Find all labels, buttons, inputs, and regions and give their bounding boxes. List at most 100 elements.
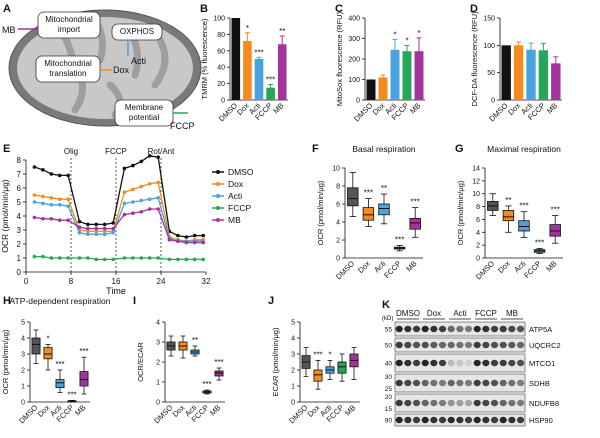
panel-title: Basal respiration	[352, 144, 416, 154]
data-point	[57, 197, 62, 201]
dox-label: Dox	[113, 65, 130, 75]
data-point	[57, 173, 62, 178]
band	[473, 359, 481, 367]
data-point	[41, 194, 45, 199]
band	[430, 325, 438, 333]
data-point	[122, 256, 127, 260]
data-point	[41, 254, 45, 259]
data-point	[156, 155, 160, 159]
data-point	[102, 229, 107, 234]
significance-stars: *	[46, 334, 49, 343]
bar-fccp	[266, 87, 275, 100]
y-tick-label: 4	[156, 320, 160, 327]
x-tick-label: MB	[271, 101, 285, 115]
y-tick-label: 2	[336, 238, 340, 245]
band	[508, 359, 516, 367]
x-tick-label: MB	[404, 259, 418, 273]
data-point	[86, 256, 90, 260]
x-tick-label: MB	[208, 403, 222, 417]
band	[508, 399, 516, 407]
significance-stars: *	[246, 24, 249, 33]
bar-mb	[414, 51, 424, 100]
legend-marker	[216, 218, 220, 222]
band	[456, 399, 464, 407]
bar-fccp	[402, 51, 412, 100]
injection-label: FCCP	[105, 147, 127, 156]
data-point	[102, 232, 107, 236]
band	[438, 416, 447, 424]
protein-label: NDUFB8	[529, 399, 559, 408]
mb-label: MB	[2, 25, 16, 35]
band	[456, 379, 464, 387]
band	[412, 416, 421, 424]
significance-stars: ***	[67, 390, 76, 399]
data-point	[94, 226, 99, 231]
series-line-dmso	[34, 155, 204, 238]
y-tick-label: 50	[487, 70, 495, 77]
data-point	[131, 163, 135, 168]
import-box	[37, 11, 101, 39]
data-point	[32, 215, 37, 220]
band	[430, 379, 438, 387]
band	[421, 341, 429, 349]
band	[456, 341, 464, 349]
band	[430, 359, 438, 367]
data-point	[111, 221, 115, 225]
legend-marker	[216, 194, 220, 198]
data-point	[102, 257, 107, 262]
data-point	[131, 256, 135, 260]
legend-label: FCCP	[228, 203, 251, 213]
box-dox	[43, 347, 53, 360]
band	[395, 325, 403, 333]
band	[421, 359, 429, 367]
data-point	[147, 207, 152, 211]
data-point	[41, 201, 45, 206]
band	[499, 325, 507, 333]
band	[412, 341, 421, 349]
marker-label: 40	[385, 361, 393, 368]
oxphos-box	[111, 23, 163, 41]
data-point	[192, 257, 197, 262]
y-tick-label: 1	[291, 384, 295, 391]
y-tick-label: 300	[348, 36, 360, 43]
data-point	[32, 165, 37, 169]
box-dox	[362, 207, 375, 221]
y-axis-label: ECAR (pmol/min/μg)	[271, 327, 280, 396]
band	[447, 399, 455, 407]
legend-label: MB	[228, 215, 241, 225]
band	[438, 399, 447, 407]
y-tick-label: 14	[472, 166, 480, 173]
data-point	[49, 196, 54, 200]
significance-stars: ***	[254, 48, 263, 57]
panel-letter: D	[470, 3, 478, 15]
significance-stars: ***	[535, 238, 544, 247]
crista	[151, 36, 169, 89]
lane-group-label: DMSO	[396, 309, 420, 318]
band	[464, 379, 473, 387]
lane-group-label: MB	[506, 309, 518, 318]
x-tick-label: MB	[408, 101, 422, 115]
mitochondrion-inner	[17, 17, 193, 119]
x-tick-label: 16	[112, 277, 121, 286]
data-point	[156, 256, 160, 260]
band	[412, 359, 421, 367]
data-point	[122, 201, 127, 206]
x-tick-label: 32	[202, 277, 211, 286]
x-tick-label: 0	[24, 277, 29, 286]
box-mb	[549, 224, 561, 237]
data-point	[139, 256, 144, 260]
y-tick-label: 100	[213, 16, 225, 23]
data-point	[57, 203, 62, 207]
bar-acti	[526, 49, 536, 100]
data-point	[147, 197, 152, 201]
data-point	[41, 168, 45, 172]
y-axis-label: MitoSox fluorescence (RFU)	[335, 11, 344, 106]
band	[464, 359, 473, 367]
bar-mb	[551, 63, 561, 100]
data-point	[147, 182, 152, 186]
panel-title: Maximal respiration	[487, 144, 561, 154]
band	[516, 341, 525, 349]
